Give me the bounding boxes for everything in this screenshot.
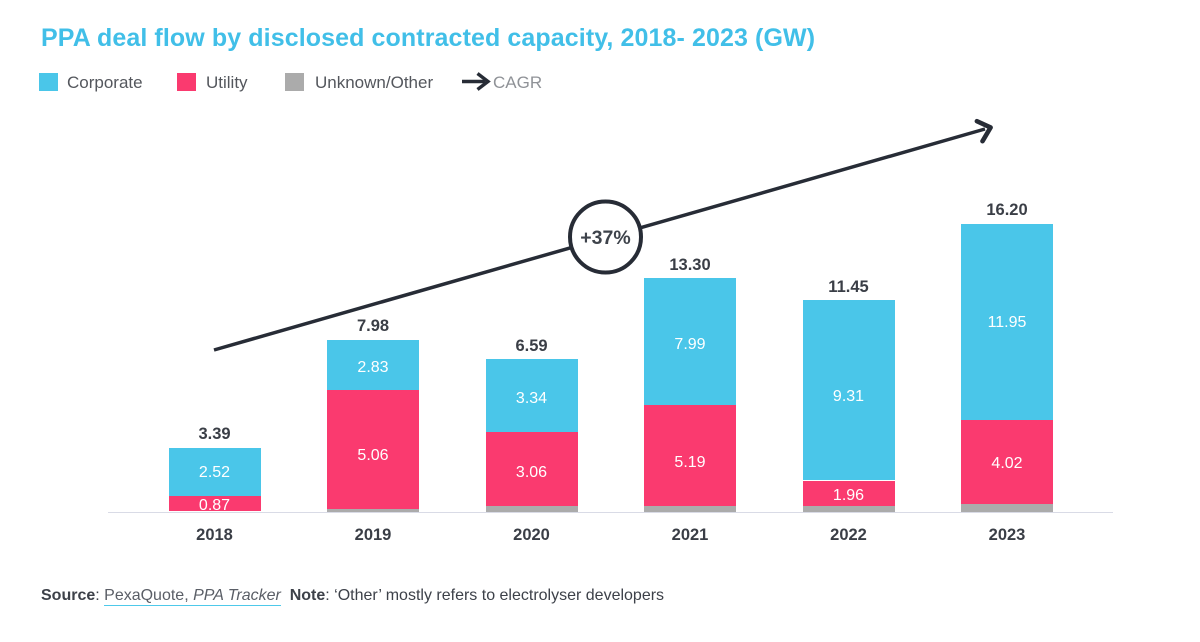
svg-text:+37%: +37%	[580, 227, 630, 249]
